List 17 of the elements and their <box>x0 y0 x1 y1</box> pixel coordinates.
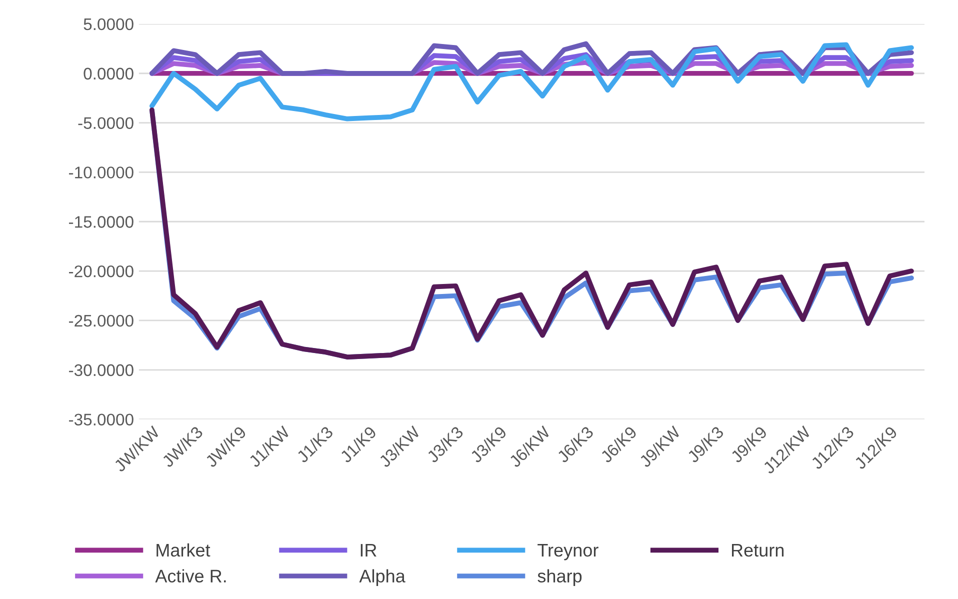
y-tick-label: -5.0000 <box>78 117 134 129</box>
y-tick-label: -10.0000 <box>69 166 134 178</box>
y-tick-label: -30.0000 <box>69 364 134 376</box>
y-tick-label: 5.0000 <box>84 18 134 30</box>
legend-label: sharp <box>538 569 582 586</box>
y-tick-label: -20.0000 <box>69 265 134 278</box>
line-series <box>150 42 914 122</box>
y-tick-label: -15.0000 <box>69 216 134 228</box>
legend-label: Alpha <box>359 569 406 586</box>
legend-label: Treynor <box>538 544 598 560</box>
y-tick-label: -25.0000 <box>69 314 134 327</box>
legend-label: Return <box>732 544 784 557</box>
legend-label: IR <box>360 544 376 556</box>
y-tick-label: -35.0000 <box>69 414 134 426</box>
y-tick-label: 0.0000 <box>84 68 134 80</box>
legend-label: Market <box>156 543 210 557</box>
legend-label: Active R. <box>155 569 226 582</box>
